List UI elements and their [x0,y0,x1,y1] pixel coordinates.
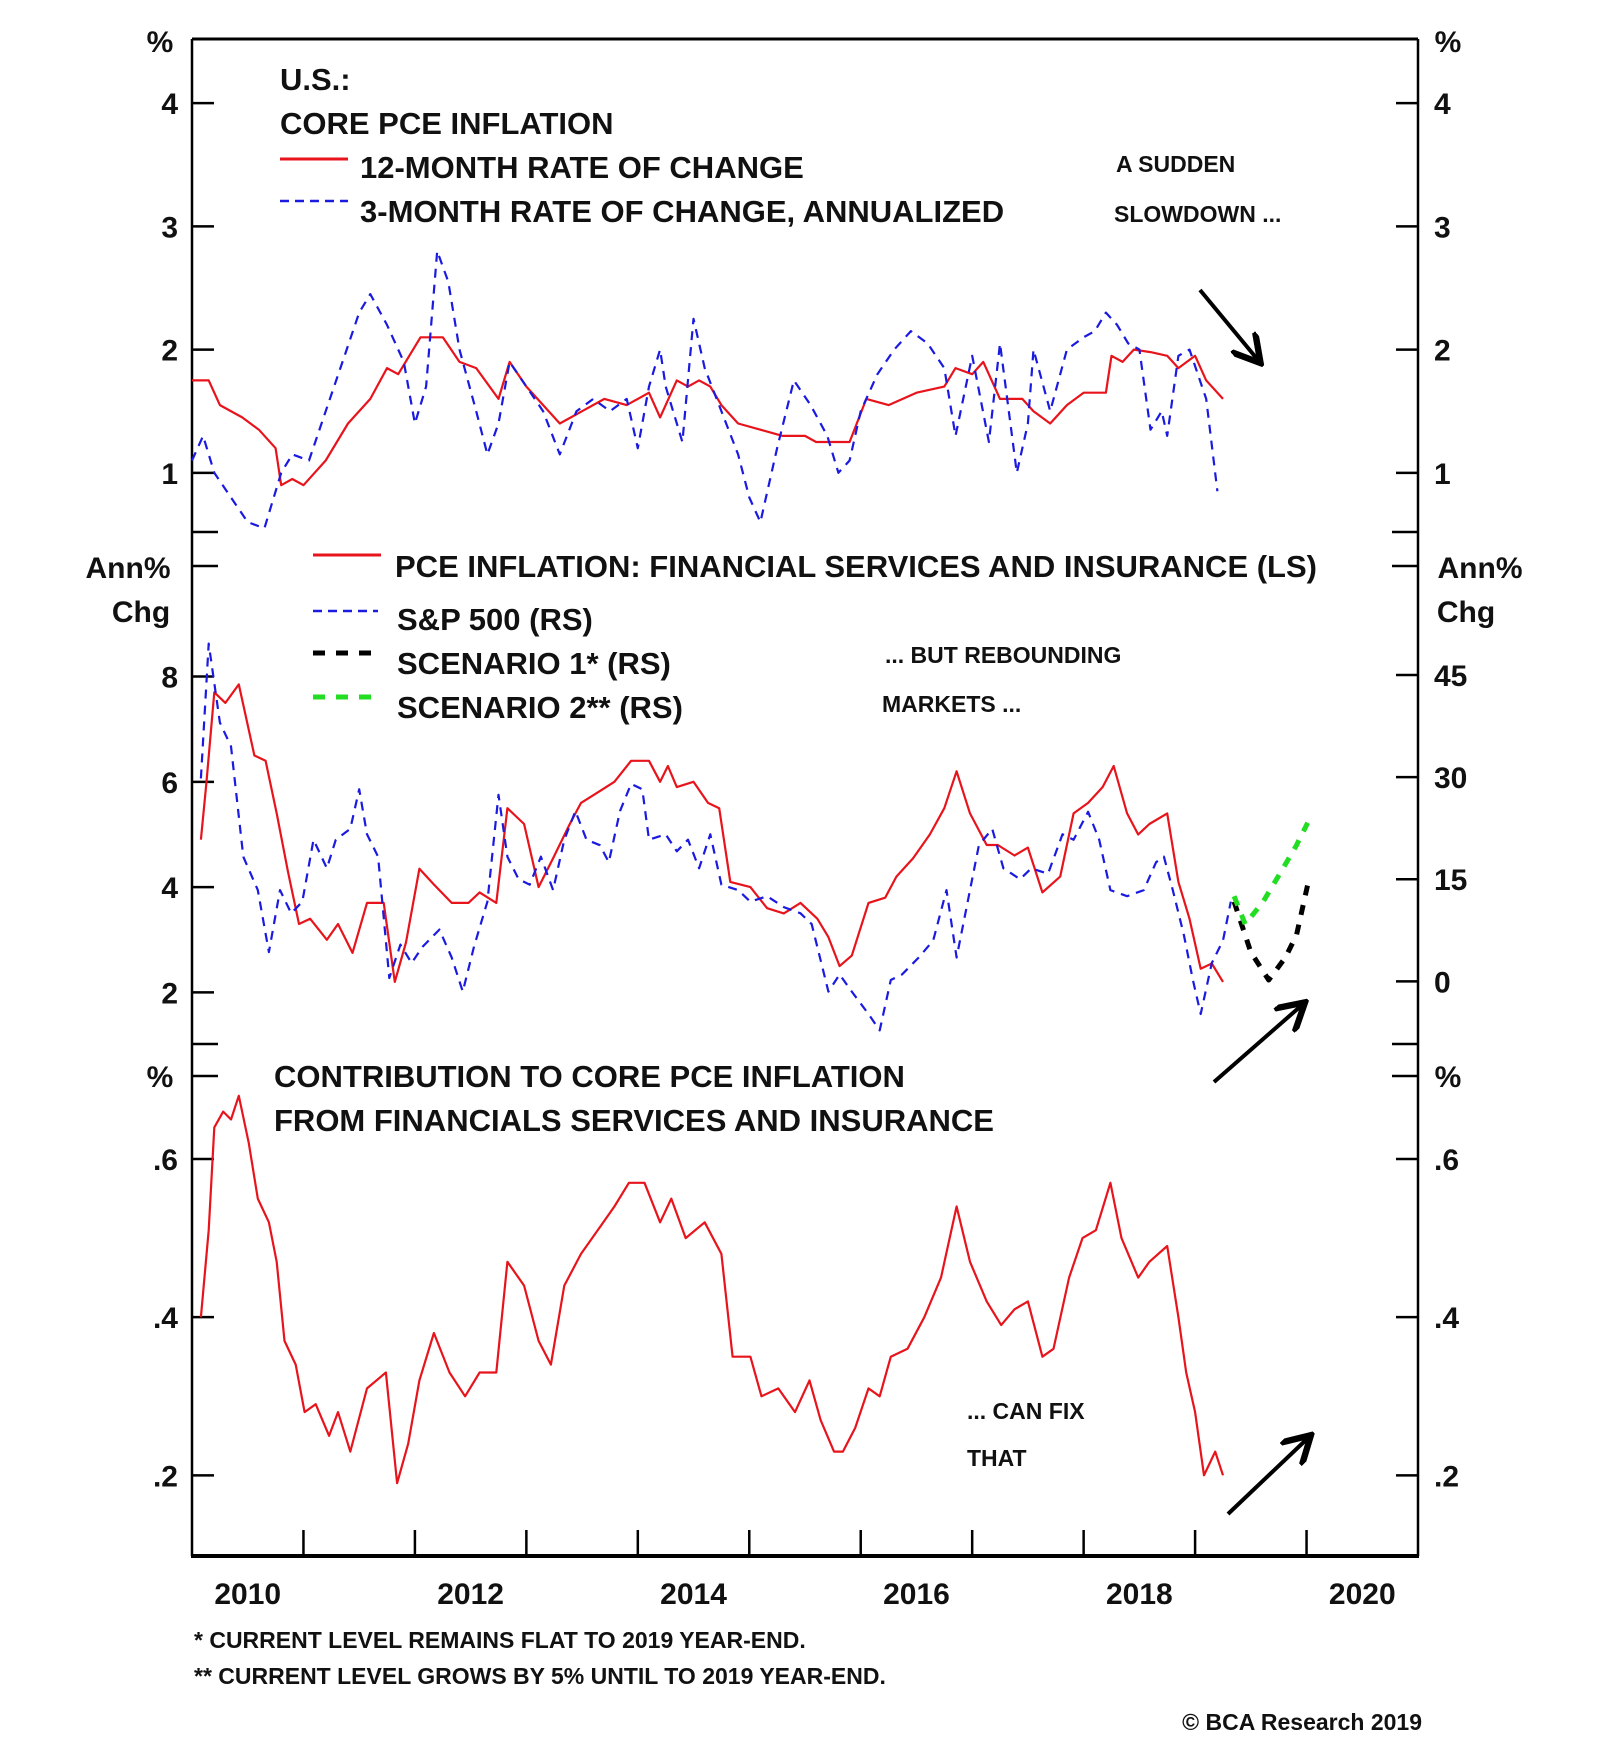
arrow-up-icon [1226,1438,1308,1516]
x-tick-label: 2018 [1106,1578,1173,1611]
x-tick-label: 2012 [437,1578,504,1611]
y-tick-label-right: 0 [1434,966,1451,999]
y-tick-label-right: 15 [1434,864,1467,897]
y-tick-label-right: .4 [1434,1302,1459,1335]
x-tick-label: 2014 [660,1578,727,1611]
x-tick-label: 2020 [1329,1578,1396,1611]
panel2-unit-right-1: Ann% [1438,552,1523,585]
y-tick-label-left: .6 [153,1144,178,1177]
copyright: © BCA Research 2019 [1182,1709,1422,1735]
annotation-markets: MARKETS ... [882,691,1021,717]
panel1-title-line2: CORE PCE INFLATION [280,106,614,141]
panel2-unit-right-2: Chg [1437,596,1495,629]
y-tick-label-left: 1 [161,458,178,491]
y-tick-label-right: .6 [1434,1144,1459,1177]
y-tick-label-left: .4 [153,1302,178,1335]
series-pce-fin-line [199,683,1224,983]
y-tick-label-right: 30 [1434,762,1467,795]
panel3-unit-left: % [147,1061,174,1094]
x-tick-label: 2016 [883,1578,950,1611]
series-3-month-line [190,249,1219,530]
footnote-1: * CURRENT LEVEL REMAINS FLAT TO 2019 YEA… [194,1627,806,1653]
annotation-sudden: A SUDDEN [1116,151,1235,177]
y-tick-label-right: 3 [1434,211,1451,244]
y-tick-label-left: 3 [161,211,178,244]
annotation-rebounding: ... BUT REBOUNDING [885,642,1121,668]
series-sp500-line [199,642,1232,1032]
arrow-up-icon [1212,1005,1302,1084]
panel2-unit-left-2: Chg [112,596,170,629]
panel3-title-line1: CONTRIBUTION TO CORE PCE INFLATION [274,1059,905,1094]
series-scenario1-line [1231,884,1311,983]
legend-label-scenario2: SCENARIO 2** (RS) [397,690,683,725]
panel1-unit-right: % [1435,26,1462,59]
panel1-title-line1: U.S.: [280,62,351,97]
series-scenario2-line [1231,821,1310,927]
y-tick-label-left: .2 [153,1460,178,1493]
panel2-unit-left-1: Ann% [86,552,171,585]
legend-label-3-month: 3-MONTH RATE OF CHANGE, ANNUALIZED [360,194,1004,229]
y-tick-label-left: 2 [161,977,178,1010]
legend-label-scenario1: SCENARIO 1* (RS) [397,646,671,681]
y-tick-label-left: 6 [161,767,178,800]
x-tick-label: 2010 [214,1578,281,1611]
legend-label-pce-fin: PCE INFLATION: FINANCIAL SERVICES AND IN… [395,549,1317,584]
y-tick-label-right: 4 [1434,88,1451,121]
y-tick-label-right: 45 [1434,660,1467,693]
series-12-month-line [192,336,1224,487]
panel1-unit-left: % [147,26,174,59]
arrow-down-icon [1198,288,1258,360]
y-tick-label-right: .2 [1434,1460,1459,1493]
y-tick-label-left: 4 [161,88,178,121]
annotation-can-fix: ... CAN FIX [967,1398,1085,1424]
annotation-that: THAT [967,1445,1027,1471]
legend-label-12-month: 12-MONTH RATE OF CHANGE [360,150,804,185]
footnote-2: ** CURRENT LEVEL GROWS BY 5% UNTIL TO 20… [194,1663,886,1689]
annotation-slowdown: SLOWDOWN ... [1114,201,1281,227]
panel3-title-line2: FROM FINANCIALS SERVICES AND INSURANCE [274,1103,994,1138]
y-tick-label-left: 4 [161,872,178,905]
y-tick-label-left: 8 [161,662,178,695]
y-tick-label-left: 2 [161,335,178,368]
legend-label-sp500: S&P 500 (RS) [397,602,593,637]
series-contribution-line [199,1094,1225,1485]
y-tick-label-right: 2 [1434,335,1451,368]
plot-frame [190,37,1420,1558]
y-tick-label-right: 1 [1434,458,1451,491]
panel3-unit-right: % [1435,1061,1462,1094]
